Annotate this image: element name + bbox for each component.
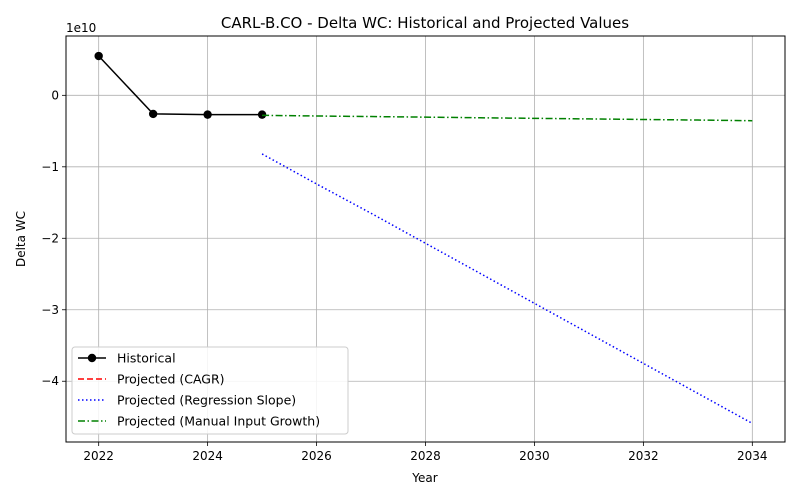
legend-label: Projected (CAGR) (117, 372, 225, 387)
series-line-projected-regression-slope (261, 153, 753, 425)
x-tick-label: 2032 (628, 449, 659, 463)
data-point-historical (203, 110, 212, 119)
series-layer (94, 51, 753, 425)
legend-label: Historical (117, 351, 176, 366)
data-point-historical (148, 109, 158, 119)
x-tick-label: 2030 (519, 449, 550, 463)
data-point-historical (257, 110, 267, 119)
x-axis-label: Year (411, 471, 437, 485)
y-tick-label: 0 (51, 88, 59, 102)
chart-title: CARL-B.CO - Delta WC: Historical and Pro… (221, 14, 629, 32)
legend-label: Projected (Manual Input Growth) (117, 414, 320, 429)
y-tick-label: −3 (41, 303, 59, 317)
x-tick-label: 2034 (737, 449, 768, 463)
legend: Historical Projected (CAGR) Projected (Reg… (71, 346, 349, 435)
y-tick-label: −2 (41, 231, 59, 245)
legend-entries: Historical Projected (CAGR) Projected (Reg… (78, 351, 320, 429)
y-axis-label: Delta WC (14, 211, 28, 267)
y-tick-label: −4 (41, 374, 59, 388)
legend-box (71, 346, 349, 435)
x-tick-label: 2024 (192, 449, 223, 463)
series-line-projected-manual-input-growth (262, 114, 753, 122)
x-tick-label: 2026 (301, 449, 332, 463)
x-tick-label: 2022 (83, 449, 114, 463)
y-tick-label: −1 (41, 160, 59, 174)
legend-marker (87, 353, 97, 363)
ticks: 2022 2024 2026 2028 2030 2032 2034 0 −1 −2 −3 −4 (41, 88, 767, 463)
series-line-historical (98, 55, 263, 116)
y-scale-offset: 1e10 (66, 21, 96, 35)
x-tick-label: 2028 (410, 449, 441, 463)
data-point-historical (94, 51, 103, 61)
legend-label: Projected (Regression Slope) (117, 393, 296, 408)
